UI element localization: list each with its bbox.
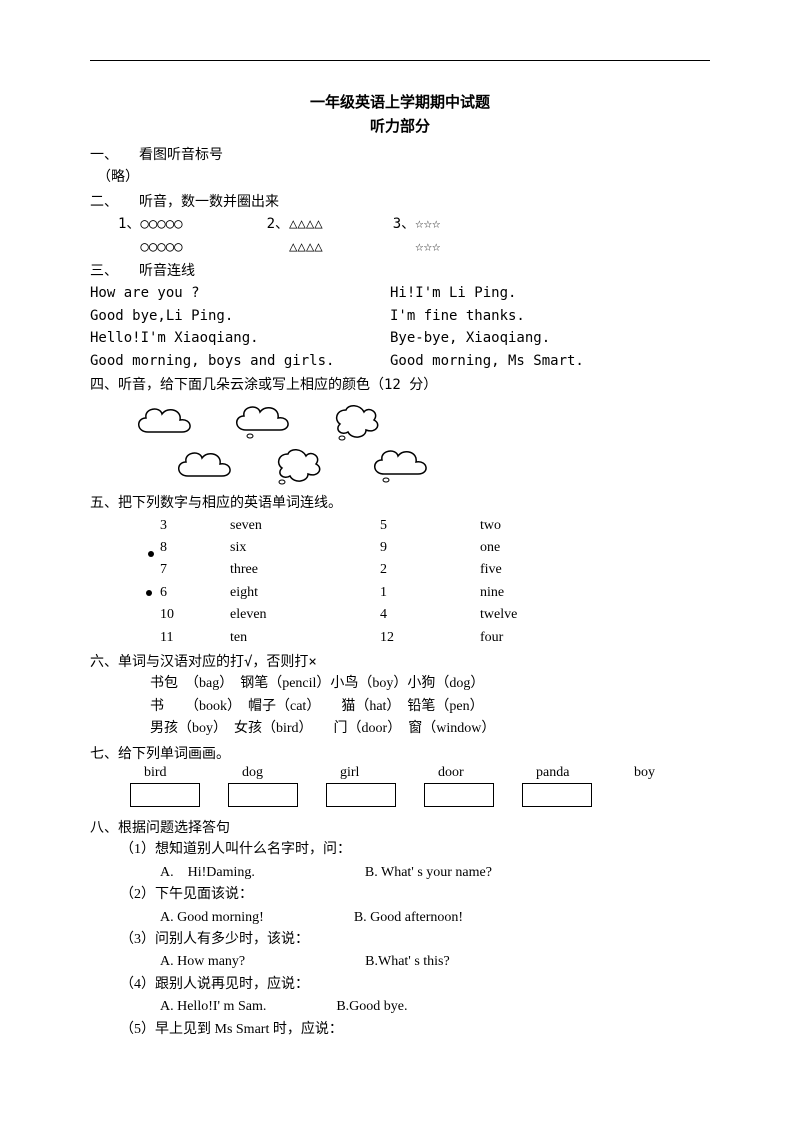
s3-r0: Hi!I'm Li Ping.	[390, 282, 516, 304]
s1-sub: （略）	[90, 166, 710, 188]
s6-l3: 男孩（boy） 女孩（bird） 门（door） 窗（window）	[150, 718, 710, 740]
draw-box	[424, 783, 494, 807]
s8-q1a: A. Hi!Daming.	[160, 865, 255, 880]
s5-d4: twelve	[480, 604, 517, 626]
draw-box	[130, 783, 200, 807]
s7-w5: boy	[634, 765, 655, 781]
s5-c1: 9	[380, 537, 480, 559]
s5-b1: six	[230, 537, 380, 559]
cloud-icon	[326, 402, 396, 442]
s8-q3a: A. How many?	[160, 954, 245, 969]
s7-head: 七、给下列单词画画。	[90, 743, 710, 765]
section-1: 一、 看图听音标号 （略）	[90, 144, 710, 189]
s8-q3b: B.What' s this?	[365, 954, 450, 969]
s2-head: 二、 听音，数一数并圈出来	[90, 191, 710, 213]
page-title: 一年级英语上学期期中试题	[90, 91, 710, 115]
s5-c3: 1	[380, 582, 480, 604]
s5-b4: eleven	[230, 604, 380, 626]
s4-head: 四、听音，给下面几朵云涂或写上相应的颜色（12 分）	[90, 374, 710, 396]
s2-l2: ○○○○○ △△△△ ☆☆☆	[90, 236, 710, 258]
s5-d2: five	[480, 559, 502, 581]
s8-q1: （1）想知道别人叫什么名字时，问：	[120, 839, 710, 861]
s8-q3: （3）问别人有多少时，该说：	[120, 929, 710, 951]
s5-table: 3seven5two 8six9one 7three2five 6eight1n…	[160, 515, 710, 649]
s5-d0: two	[480, 515, 501, 537]
s3-r1: I'm fine thanks.	[390, 305, 525, 327]
draw-box	[326, 783, 396, 807]
s5-b2: three	[230, 559, 380, 581]
section-4: 四、听音，给下面几朵云涂或写上相应的颜色（12 分）	[90, 374, 710, 486]
s2-l1: 1、○○○○○ 2、△△△△ 3、☆☆☆	[90, 213, 710, 235]
draw-box	[522, 783, 592, 807]
s8-q4b: B.Good bye.	[336, 999, 407, 1014]
s5-d5: four	[480, 627, 503, 649]
s3-r2: Bye-bye, Xiaoqiang.	[390, 327, 550, 349]
draw-box	[228, 783, 298, 807]
section-2: 二、 听音，数一数并圈出来 1、○○○○○ 2、△△△△ 3、☆☆☆ ○○○○○…	[90, 191, 710, 258]
s5-a1: 8	[160, 537, 230, 559]
top-border	[90, 60, 710, 61]
s3-l3: Good morning, boys and girls.	[90, 350, 390, 372]
s5-c0: 5	[380, 515, 480, 537]
s3-l1: Good bye,Li Ping.	[90, 305, 390, 327]
cloud-icon	[268, 446, 338, 486]
dot-icon	[146, 590, 152, 596]
s5-head: 五、把下列数字与相应的英语单词连线。	[90, 492, 710, 514]
s3-l0: How are you ?	[90, 282, 390, 304]
s8-q2a: A. Good morning!	[160, 910, 264, 925]
dot-icon	[148, 551, 154, 557]
section-8: 八、根据问题选择答句 （1）想知道别人叫什么名字时，问： A. Hi!Damin…	[90, 817, 710, 1041]
cloud-group	[130, 402, 710, 486]
s5-c2: 2	[380, 559, 480, 581]
s5-a2: 7	[160, 559, 230, 581]
s5-a4: 10	[160, 604, 230, 626]
s1-head: 一、 看图听音标号	[90, 144, 710, 166]
s3-head: 三、 听音连线	[90, 260, 710, 282]
cloud-icon	[228, 402, 298, 442]
s7-w2: girl	[340, 765, 359, 781]
s5-a5: 11	[160, 627, 230, 649]
cloud-icon	[170, 446, 240, 486]
s6-head: 六、单词与汉语对应的打√，否则打×	[90, 651, 710, 673]
section-6: 六、单词与汉语对应的打√，否则打× 书包 （bag） 钢笔（pencil）小鸟（…	[90, 651, 710, 741]
s5-d3: nine	[480, 582, 504, 604]
s8-q5: （5）早上见到 Ms Smart 时，应说：	[120, 1019, 710, 1041]
s7-row: bird dog girl door panda boy	[130, 765, 710, 807]
s7-w1: dog	[242, 765, 263, 781]
s5-a3: 6	[160, 582, 230, 604]
section-5: 五、把下列数字与相应的英语单词连线。 3seven5two 8six9one 7…	[90, 492, 710, 649]
s8-q2: （2）下午见面该说：	[120, 884, 710, 906]
cloud-icon	[366, 446, 436, 486]
s5-b5: ten	[230, 627, 380, 649]
s7-w4: panda	[536, 765, 569, 781]
section-3: 三、 听音连线 How are you ?Hi!I'm Li Ping. Goo…	[90, 260, 710, 372]
s7-w0: bird	[144, 765, 167, 781]
s8-q4: （4）跟别人说再见时，应说：	[120, 974, 710, 996]
s5-d1: one	[480, 537, 500, 559]
s5-a0: 3	[160, 515, 230, 537]
s6-l1: 书包 （bag） 钢笔（pencil）小鸟（boy）小狗（dog）	[150, 673, 710, 695]
section-7: 七、给下列单词画画。 bird dog girl door panda boy	[90, 743, 710, 807]
s8-q4a: A. Hello!I' m Sam.	[160, 999, 266, 1014]
s5-c4: 4	[380, 604, 480, 626]
s8-q1b: B. What' s your name?	[365, 865, 492, 880]
s8-body: （1）想知道别人叫什么名字时，问： A. Hi!Daming. B. What' …	[120, 839, 710, 1041]
s7-w3: door	[438, 765, 464, 781]
s5-b0: seven	[230, 515, 380, 537]
s8-q2b: B. Good afternoon!	[354, 910, 463, 925]
s3-l2: Hello!I'm Xiaoqiang.	[90, 327, 390, 349]
s5-b3: eight	[230, 582, 380, 604]
s6-l2: 书 （book） 帽子（cat） 猫（hat） 铅笔（pen）	[150, 696, 710, 718]
s5-c5: 12	[380, 627, 480, 649]
cloud-icon	[130, 402, 200, 442]
s8-head: 八、根据问题选择答句	[90, 817, 710, 839]
page-subtitle: 听力部分	[90, 115, 710, 136]
s3-r3: Good morning, Ms Smart.	[390, 350, 584, 372]
